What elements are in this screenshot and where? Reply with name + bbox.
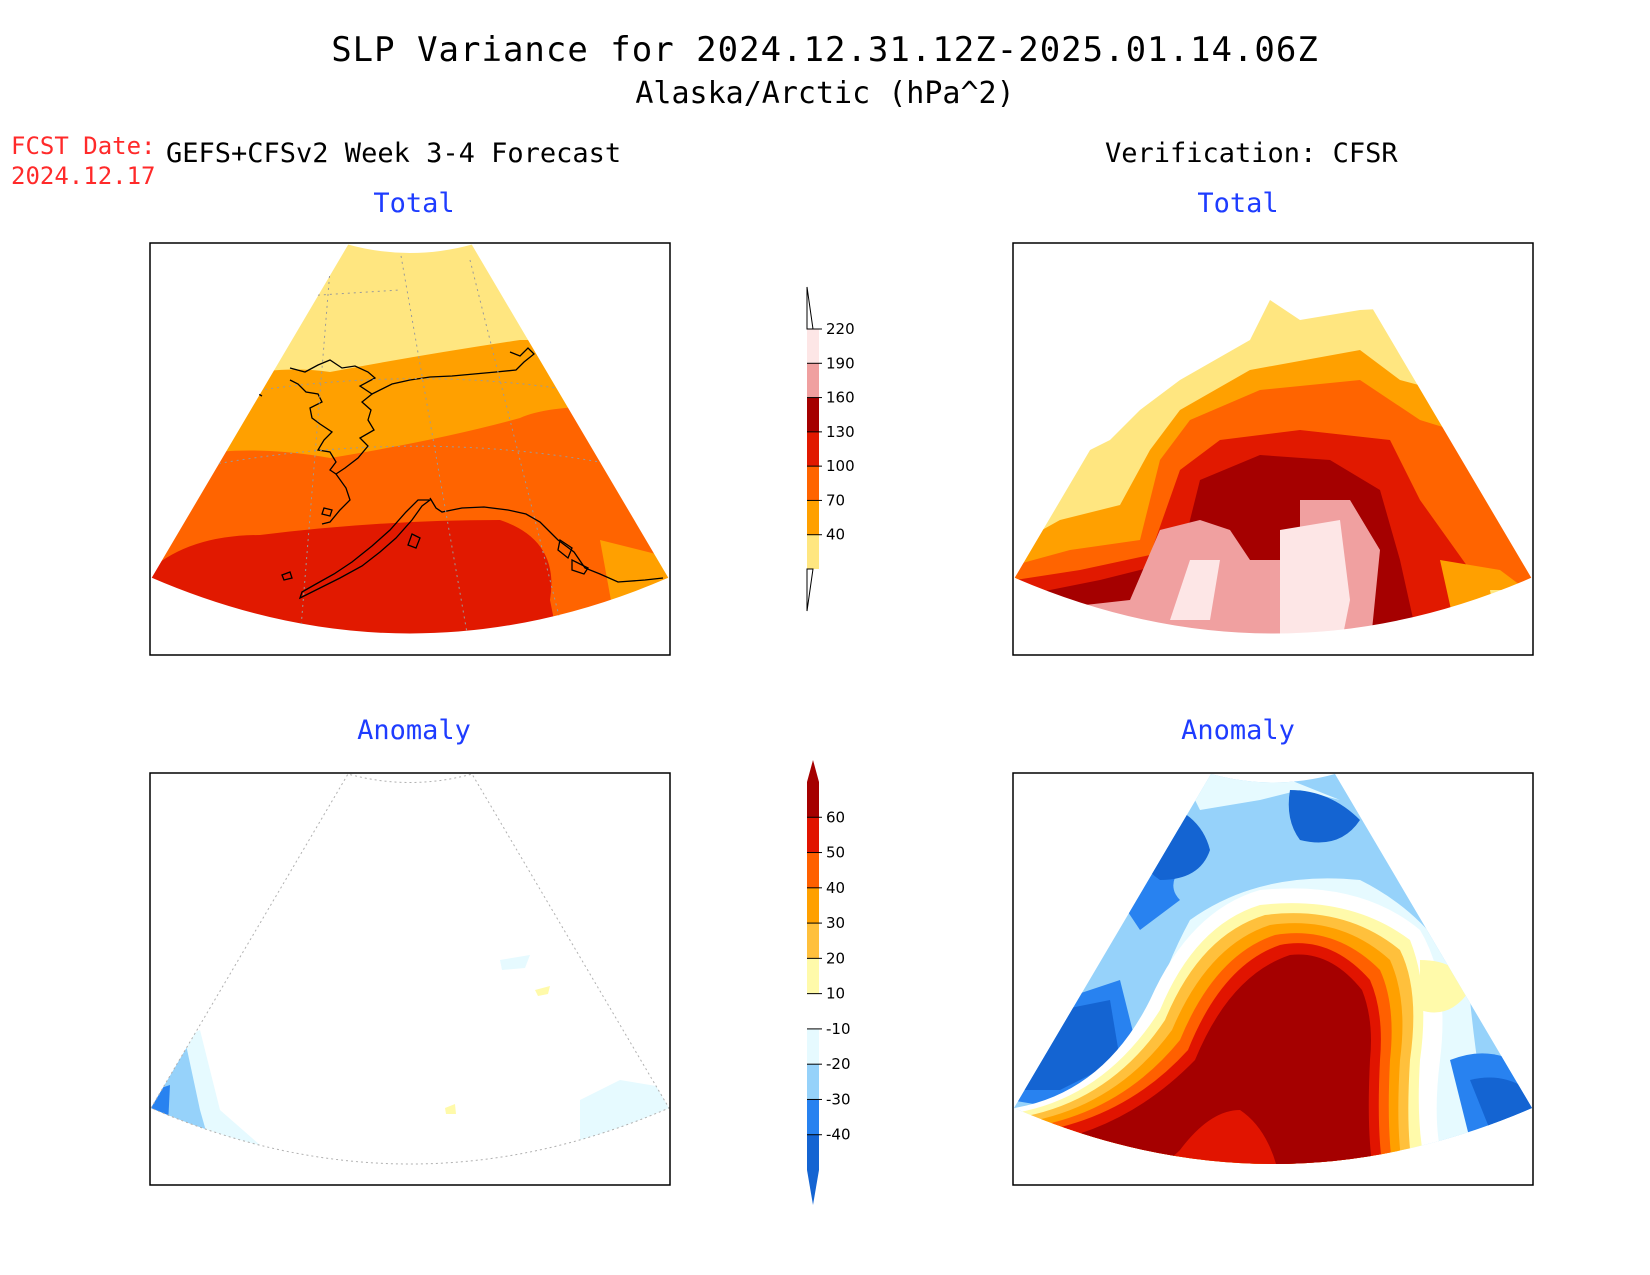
forecast-caption: GEFS+CFSv2 Week 3-4 Forecast (166, 138, 622, 169)
total-colorbar-swatch (807, 534, 819, 569)
anomaly-colorbar-tick-label: 50 (826, 844, 845, 862)
total-colorbar: 40 70 100 130 160 190 220 (806, 286, 855, 612)
total-colorbar-tick-label: 220 (826, 320, 855, 338)
forecast-anomaly-frame (149, 772, 671, 1186)
forecast-anomaly-field (151, 774, 669, 1164)
verification-anomaly-title: Anomaly (1181, 715, 1295, 746)
total-colorbar-top-arrow (806, 286, 814, 330)
anomaly-colorbar-tick-label: 60 (826, 808, 845, 826)
total-colorbar-swatch (807, 329, 819, 364)
anomaly-colorbar-tick-label: -20 (826, 1055, 851, 1073)
verification-total-frame (1012, 242, 1534, 656)
anomaly-colorbar-top-arrow (807, 760, 819, 782)
anomaly-colorbar-tick-label: 20 (826, 949, 845, 967)
verification-total-field (1014, 244, 1532, 634)
anomaly-colorbar-swatch (807, 1134, 819, 1170)
anomaly-colorbar-bottom-arrow (807, 1170, 819, 1205)
anomaly-colorbar-tick-label: 10 (826, 985, 845, 1003)
verification-caption: Verification: CFSR (1105, 138, 1398, 169)
total-colorbar-swatch (807, 466, 819, 501)
anomaly-colorbar-swatch (807, 887, 819, 924)
anomaly-colorbar-swatch (807, 1028, 819, 1065)
verification-total-title: Total (1197, 188, 1279, 219)
forecast-total-title: Total (373, 188, 455, 219)
anomaly-colorbar-swatch (807, 1099, 819, 1135)
verification-anomaly-frame (1012, 772, 1534, 1186)
anomaly-colorbar-swatch (807, 958, 819, 994)
total-colorbar-bottom-arrow (806, 568, 814, 612)
anomaly-colorbar-tick-label: -10 (826, 1020, 851, 1038)
total-colorbar-swatch (807, 500, 819, 535)
total-colorbar-swatch (807, 363, 819, 398)
anomaly-colorbar-tick-label: 40 (826, 879, 845, 897)
total-colorbar-tick-label: 190 (826, 354, 855, 372)
total-colorbar-tick-label: 70 (826, 491, 845, 509)
total-colorbar-swatch (807, 431, 819, 467)
fcst-date-value: 2024.12.17 (11, 162, 156, 190)
total-colorbar-tick-label: 40 (826, 526, 845, 544)
anomaly-colorbar-swatch (807, 1064, 819, 1100)
anomaly-colorbar-swatch (807, 782, 819, 818)
anomaly-colorbar-swatch (807, 923, 819, 959)
forecast-anomaly-title: Anomaly (357, 715, 471, 746)
forecast-total-field (151, 244, 669, 634)
forecast-total-frame (149, 242, 671, 656)
anomaly-colorbar-tick-label: -40 (826, 1126, 851, 1144)
total-colorbar-tick-label: 160 (826, 389, 855, 407)
total-colorbar-tick-label: 130 (826, 423, 855, 441)
anomaly-colorbar-tick-label: -30 (826, 1090, 851, 1108)
anomaly-colorbar-tick-label: 30 (826, 914, 845, 932)
anomaly-colorbar: -40 -30 -20 -10 10 20 30 40 50 60 (807, 760, 851, 1205)
anomaly-colorbar-swatch (807, 817, 819, 853)
anomaly-colorbar-swatch (807, 993, 819, 1029)
total-colorbar-swatch (807, 397, 819, 432)
anomaly-colorbar-swatch (807, 852, 819, 888)
fcst-date-label: FCST Date: (11, 132, 156, 160)
total-colorbar-tick-label: 100 (826, 457, 855, 475)
main-subtitle: Alaska/Arctic (hPa^2) (635, 76, 1015, 111)
verification-anomaly-field (1014, 774, 1532, 1164)
main-title: SLP Variance for 2024.12.31.12Z-2025.01.… (331, 30, 1319, 70)
